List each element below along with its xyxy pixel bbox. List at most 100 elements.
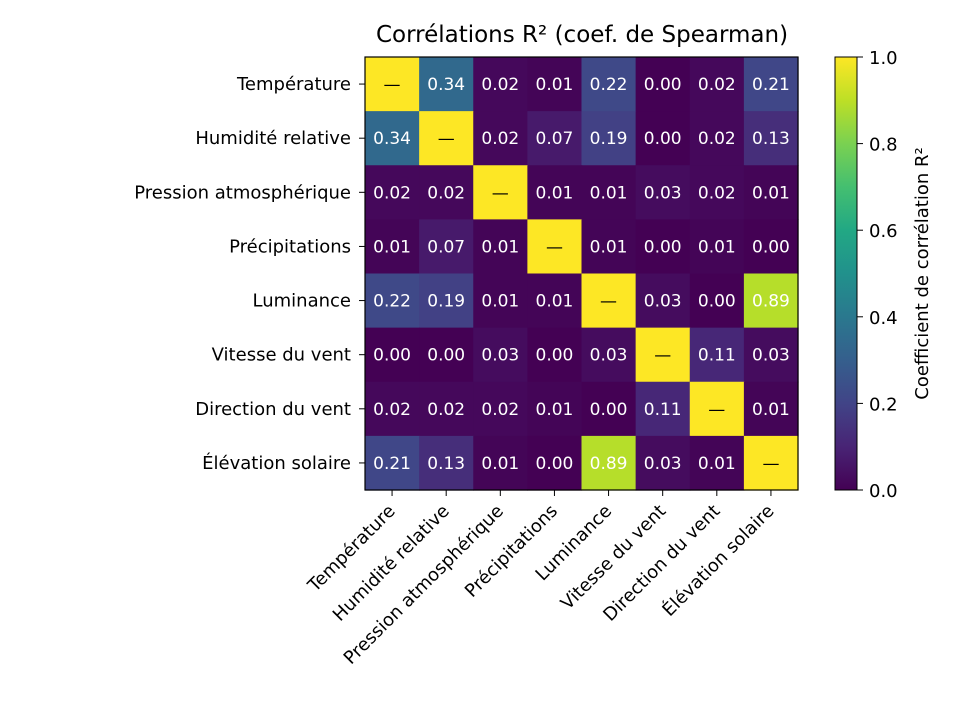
cell-value-label: 0.02 [373,183,411,203]
cell-value-label: 0.89 [590,454,628,474]
heatmap-cell [527,57,583,112]
cell-value-label: 0.00 [644,237,682,257]
heatmap-cell [419,57,474,112]
cell-value-label: 0.21 [373,454,411,474]
y-tick-label: Luminance [253,291,351,312]
heatmap-cell [473,111,528,166]
heatmap-cell [419,381,474,437]
cell-value-label: 0.02 [481,400,519,420]
heatmap-cell [689,327,745,383]
cell-value-label: 0.21 [752,75,790,95]
cell-value-label: 0.01 [373,237,411,257]
heatmap-cell [581,57,637,112]
heatmap-cell [419,219,474,275]
cell-value-label: 0.02 [481,75,519,95]
heatmap-cell [527,381,583,437]
y-tick-label: Pression atmosphérique [134,182,351,203]
heatmap-cell [581,111,637,166]
y-axis: Température Humidité relative Pression atm… [134,74,365,474]
heatmap-cell [743,327,799,383]
cell-value-label: 0.03 [752,346,790,366]
colorbar-scale [834,56,858,491]
colorbar-label: Coefficient de corrélation R² [912,147,933,399]
cell-value-label: 0.02 [698,129,736,149]
heatmap-cell [689,219,745,275]
heatmap-cell [473,381,528,437]
y-tick-label: Humidité relative [195,128,351,149]
heatmap-cell [527,165,583,220]
heatmap-cell [743,435,799,491]
cell-value-label: 0.11 [698,346,736,366]
cell-value-label: 0.19 [590,129,628,149]
heatmap-cell [581,381,637,437]
heatmap-cell [743,219,799,275]
heatmap-cell [365,435,420,491]
cell-value-label: 0.34 [373,129,411,149]
heatmap-cell [689,57,745,112]
cell-value-label: 0.01 [536,292,574,312]
cell-value-label: 0.02 [427,400,465,420]
heatmap-cell [635,57,691,112]
cell-value-label: 0.03 [481,346,519,366]
heatmap-cell [473,273,528,329]
cell-value-label: 0.22 [373,292,411,312]
cell-value-label: 0.03 [644,183,682,203]
heatmap-cell [473,435,528,491]
heatmap-cell [689,111,745,166]
cell-value-label: 0.00 [752,237,790,257]
cell-value-label: — [384,75,401,95]
heatmap-cell [635,273,691,329]
heatmap-cell [527,273,583,329]
cell-value-label: 0.02 [481,129,519,149]
cell-value-label: 0.00 [590,400,628,420]
heatmap-cell [365,219,420,275]
cell-value-label: 0.01 [536,75,574,95]
cell-value-label: 0.00 [536,346,574,366]
cell-value-label: — [708,400,725,420]
heatmap-cell-labels: — 0.34 0.02 0.01 0.22 0.00 0.02 0.21 0.34 — 0.02 0.… [373,75,790,474]
cell-value-label: 0.19 [427,292,465,312]
heatmap-cell [581,435,637,491]
cell-value-label: 0.00 [373,346,411,366]
cell-value-label: 0.01 [481,454,519,474]
cell-value-label: — [492,183,509,203]
heatmap-cell [743,273,799,329]
cell-value-label: 0.02 [373,400,411,420]
y-tick-label: Température [236,74,351,95]
cell-value-label: 0.89 [752,292,790,312]
cell-value-label: 0.03 [644,292,682,312]
heatmap-cell [689,165,745,220]
plot-frame [364,56,799,491]
cell-value-label: 0.00 [644,129,682,149]
heatmap-cell [419,435,474,491]
cell-value-label: — [546,237,563,257]
cell-value-label: — [654,346,671,366]
cell-value-label: 0.01 [590,183,628,203]
cell-value-label: 0.01 [752,183,790,203]
cell-value-label: 0.01 [481,292,519,312]
heatmap-cell [365,273,420,329]
colorbar-tick-label: 0.2 [869,394,898,415]
heatmap-cell [635,435,691,491]
heatmap-cell [473,327,528,383]
heatmap-cell [743,57,799,112]
cell-value-label: 0.07 [427,237,465,257]
heatmap-cell [527,435,583,491]
cell-value-label: 0.01 [481,237,519,257]
heatmap-cell [635,381,691,437]
heatmap-cell [527,219,583,275]
cell-value-label: 0.00 [644,75,682,95]
colorbar-tick-label: 0.8 [869,135,898,156]
heatmap-cell [419,165,474,220]
cell-value-label: 0.11 [644,400,682,420]
colorbar-tick-label: 0.6 [869,221,898,242]
heatmap-cell [689,381,745,437]
cell-value-label: 0.22 [590,75,628,95]
heatmap-cell [689,435,745,491]
chart-title: Corrélations R² (coef. de Spearman) [376,22,788,48]
heatmap-cell [365,111,420,166]
cell-value-label: 0.01 [536,183,574,203]
heatmap-cell [743,381,799,437]
